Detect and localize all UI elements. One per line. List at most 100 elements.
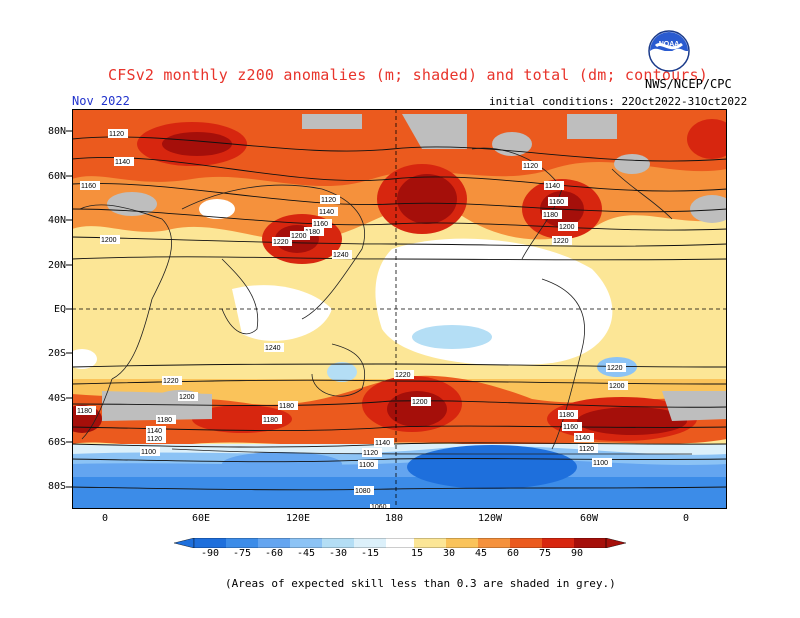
lon-label: 60E	[192, 513, 211, 524]
svg-text:1220: 1220	[273, 239, 289, 246]
contour-label: 1160	[548, 197, 568, 206]
svg-text:1140: 1140	[545, 183, 560, 190]
lon-label: 0	[102, 513, 109, 524]
contour-label: 1180	[304, 227, 324, 236]
svg-text:1180: 1180	[279, 403, 294, 410]
forecast-month: Nov 2022	[72, 94, 130, 108]
svg-text:1100: 1100	[593, 460, 608, 467]
colorbar-tick: 75	[539, 548, 552, 559]
contour-label: 1160	[562, 422, 582, 431]
svg-text:1160: 1160	[563, 424, 578, 431]
contour-label: 1200	[178, 392, 198, 401]
contour-label: 1120	[320, 195, 340, 204]
agency-label: NWS/NCEP/CPC	[645, 77, 732, 91]
svg-text:1140: 1140	[319, 209, 334, 216]
lon-label: 60W	[580, 513, 599, 524]
contour-label: 1060	[370, 504, 390, 509]
svg-text:1200: 1200	[101, 237, 117, 244]
colorbar-tick: 60	[507, 548, 520, 559]
svg-text:1160: 1160	[81, 183, 96, 190]
svg-text:1200: 1200	[412, 399, 428, 406]
contour-label: 1120	[108, 129, 128, 138]
contour-label: 1100	[358, 460, 378, 469]
svg-text:1100: 1100	[359, 462, 374, 469]
colorbar-tick: 45	[475, 548, 488, 559]
svg-text:1220: 1220	[553, 238, 569, 245]
colorbar-tick: -75	[233, 548, 252, 559]
contour-label: 1140	[114, 157, 134, 166]
svg-text:1160: 1160	[549, 199, 564, 206]
contour-label: 1180	[542, 210, 562, 219]
svg-text:1140: 1140	[575, 435, 590, 442]
svg-text:1200: 1200	[291, 233, 307, 240]
contour-label: 1220	[272, 237, 292, 246]
svg-text:1220: 1220	[395, 372, 411, 379]
lat-label: 20N	[48, 260, 67, 271]
svg-text:1180: 1180	[305, 229, 320, 236]
svg-text:1240: 1240	[265, 345, 281, 352]
lat-ticks	[66, 130, 72, 488]
svg-text:1200: 1200	[609, 383, 625, 390]
svg-text:1140: 1140	[147, 428, 162, 435]
svg-text:1180: 1180	[77, 408, 92, 415]
svg-text:1180: 1180	[157, 417, 172, 424]
svg-text:1140: 1140	[115, 159, 130, 166]
colorbar	[174, 538, 626, 548]
contour-label: 1120	[146, 434, 166, 443]
skill-footnote: (Areas of expected skill less than 0.3 a…	[225, 577, 616, 590]
contour-label: 1100	[592, 458, 612, 467]
colorbar-tick: -60	[265, 548, 284, 559]
colorbar-tick: 15	[411, 548, 424, 559]
contour-label: 1120	[362, 448, 382, 457]
contour-label: 1180	[156, 415, 176, 424]
svg-text:1100: 1100	[141, 449, 156, 456]
lon-label: 180	[385, 513, 404, 524]
lat-label: 40N	[48, 215, 67, 226]
svg-text:1140: 1140	[375, 440, 390, 447]
svg-text:1120: 1120	[147, 436, 162, 443]
contour-label: 1200	[290, 231, 310, 240]
svg-text:1180: 1180	[559, 412, 574, 419]
lon-label: 0	[683, 513, 690, 524]
svg-text:1180: 1180	[543, 212, 558, 219]
contour-label: 1200	[558, 222, 578, 231]
contour-label: 1200	[608, 381, 628, 390]
anomaly-map: 1120 1140 1160 1200 1220 1240 1120 1140 …	[72, 109, 727, 509]
colorbar-tick: -15	[361, 548, 380, 559]
contour-label: 1240	[264, 343, 284, 352]
lon-label: 120W	[478, 513, 503, 524]
contour-label: 1140	[318, 207, 338, 216]
contour-label: 1240	[332, 250, 352, 259]
contour-label: 1220	[606, 363, 626, 372]
contour-label: 1100	[140, 447, 160, 456]
contour-label: 1220	[162, 376, 182, 385]
svg-text:1120: 1120	[363, 450, 378, 457]
contour-label: 1080	[354, 486, 374, 495]
lat-label: 40S	[48, 393, 67, 404]
svg-text:1240: 1240	[333, 252, 349, 259]
svg-text:1120: 1120	[579, 446, 594, 453]
colorbar-tick: -45	[297, 548, 316, 559]
contour-label: 1140	[374, 438, 394, 447]
lat-label: 80N	[48, 126, 67, 137]
svg-text:1080: 1080	[355, 488, 371, 495]
map-title: CFSv2 monthly z200 anomalies (m; shaded)…	[108, 66, 708, 84]
contour-label: 1180	[278, 401, 298, 410]
contour-label: 1140	[146, 426, 166, 435]
contour-label: 1200	[100, 235, 120, 244]
contour-label: 1160	[312, 219, 332, 228]
lat-label: 20S	[48, 348, 67, 359]
contour-label: 1220	[394, 370, 414, 379]
colorbar-tick: -90	[201, 548, 220, 559]
svg-text:1220: 1220	[163, 378, 179, 385]
contour-label: 1180	[262, 415, 282, 424]
contour-label: 1160	[80, 181, 100, 190]
colorbar-tick: -30	[329, 548, 348, 559]
svg-text:1220: 1220	[607, 365, 623, 372]
contour-label: 1180	[76, 406, 96, 415]
colorbar-tick: 90	[571, 548, 584, 559]
noaa-logo-icon: NOAA	[648, 30, 690, 72]
initial-conditions: initial conditions: 22Oct2022-31Oct2022	[489, 95, 748, 108]
svg-text:1180: 1180	[263, 417, 278, 424]
svg-text:1200: 1200	[179, 394, 195, 401]
